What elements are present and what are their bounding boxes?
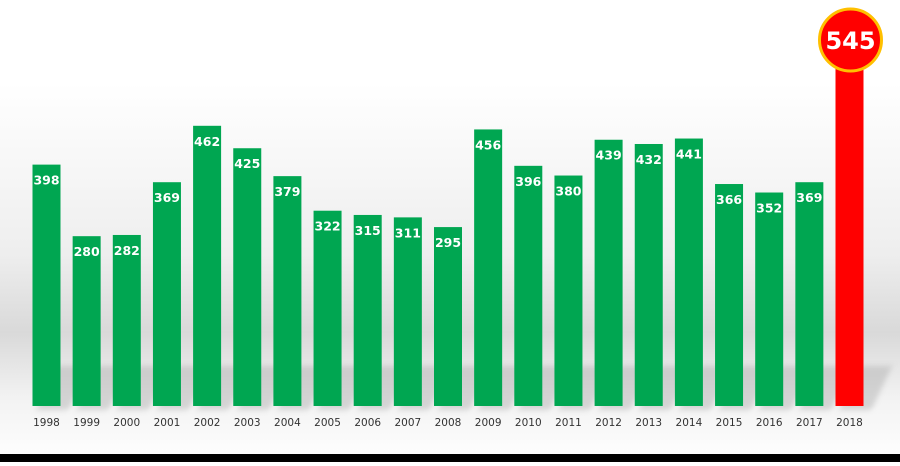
- bar-2015: [715, 184, 744, 406]
- bar-1999: [72, 236, 101, 406]
- highlight-badge: 545: [818, 7, 883, 73]
- x-tick-label-2012: 2012: [595, 417, 622, 429]
- value-label-2011: 380: [555, 184, 581, 199]
- bar-2007: [393, 217, 422, 406]
- x-tick-label-2007: 2007: [394, 417, 421, 429]
- value-label-2017: 369: [796, 190, 822, 205]
- highlight-badge-circle: [818, 7, 883, 73]
- value-label-2007: 311: [395, 225, 421, 240]
- x-tick-label-2004: 2004: [274, 417, 301, 429]
- value-label-2009: 456: [475, 137, 501, 152]
- value-label-2018: 545: [825, 27, 875, 55]
- bar-2004: [273, 176, 302, 406]
- bar-2002: [193, 125, 222, 406]
- bar-2009: [474, 129, 503, 406]
- x-tick-label-2006: 2006: [354, 417, 381, 429]
- value-label-1999: 280: [74, 244, 100, 259]
- x-tick-label-2015: 2015: [716, 417, 743, 429]
- value-labels-group: 398 280 282 369 462 425 379 322 315 311 295 456 396 3…: [33, 134, 822, 259]
- value-label-2013: 432: [636, 152, 662, 167]
- bar-2006: [353, 214, 382, 406]
- x-tick-label-2000: 2000: [113, 417, 140, 429]
- x-tick-label-1998: 1998: [33, 417, 60, 429]
- x-tick-label-2013: 2013: [635, 417, 662, 429]
- bar-2001: [152, 182, 181, 406]
- bar-2018: [835, 42, 864, 406]
- value-label-2016: 352: [756, 201, 782, 216]
- bar-2014: [674, 138, 703, 406]
- x-tick-labels-group: 1998 1999 2000 2001 2002 2003 2004 2005 2006 2007…: [33, 417, 863, 429]
- x-tick-label-2002: 2002: [194, 417, 221, 429]
- bar-2013: [634, 143, 663, 406]
- x-tick-label-2010: 2010: [515, 417, 542, 429]
- value-label-2010: 396: [515, 174, 541, 189]
- x-tick-label-2018: 2018: [836, 417, 863, 429]
- bar-2005: [313, 210, 342, 406]
- bar-2010: [514, 165, 543, 406]
- value-label-2015: 366: [716, 192, 742, 207]
- value-label-2000: 282: [114, 243, 140, 258]
- bar-2017: [795, 182, 824, 406]
- value-label-1998: 398: [33, 173, 59, 188]
- bar-2016: [755, 192, 784, 406]
- value-label-2002: 462: [194, 134, 220, 149]
- value-label-2001: 369: [154, 190, 180, 205]
- value-label-2014: 441: [676, 147, 702, 162]
- x-tick-label-2017: 2017: [796, 417, 823, 429]
- x-tick-label-2011: 2011: [555, 417, 582, 429]
- x-tick-label-2003: 2003: [234, 417, 261, 429]
- value-label-2003: 425: [234, 156, 260, 171]
- bar-2011: [554, 175, 583, 406]
- value-label-2012: 439: [596, 148, 622, 163]
- value-label-2006: 315: [355, 223, 381, 238]
- x-tick-label-2005: 2005: [314, 417, 341, 429]
- x-tick-label-2014: 2014: [676, 417, 703, 429]
- bar-2000: [112, 234, 141, 406]
- value-label-2004: 379: [274, 184, 300, 199]
- x-tick-label-1999: 1999: [73, 417, 100, 429]
- x-tick-label-2008: 2008: [435, 417, 462, 429]
- bar-2003: [233, 148, 262, 407]
- bar-2012: [594, 139, 623, 406]
- x-tick-label-2001: 2001: [154, 417, 181, 429]
- x-tick-label-2016: 2016: [756, 417, 783, 429]
- x-tick-label-2009: 2009: [475, 417, 502, 429]
- value-label-2005: 322: [315, 219, 341, 234]
- bottom-border: [0, 454, 900, 462]
- bar-1998: [32, 164, 61, 406]
- bar-2008: [434, 227, 462, 406]
- value-label-2008: 295: [435, 235, 461, 250]
- bars-group: [32, 42, 864, 407]
